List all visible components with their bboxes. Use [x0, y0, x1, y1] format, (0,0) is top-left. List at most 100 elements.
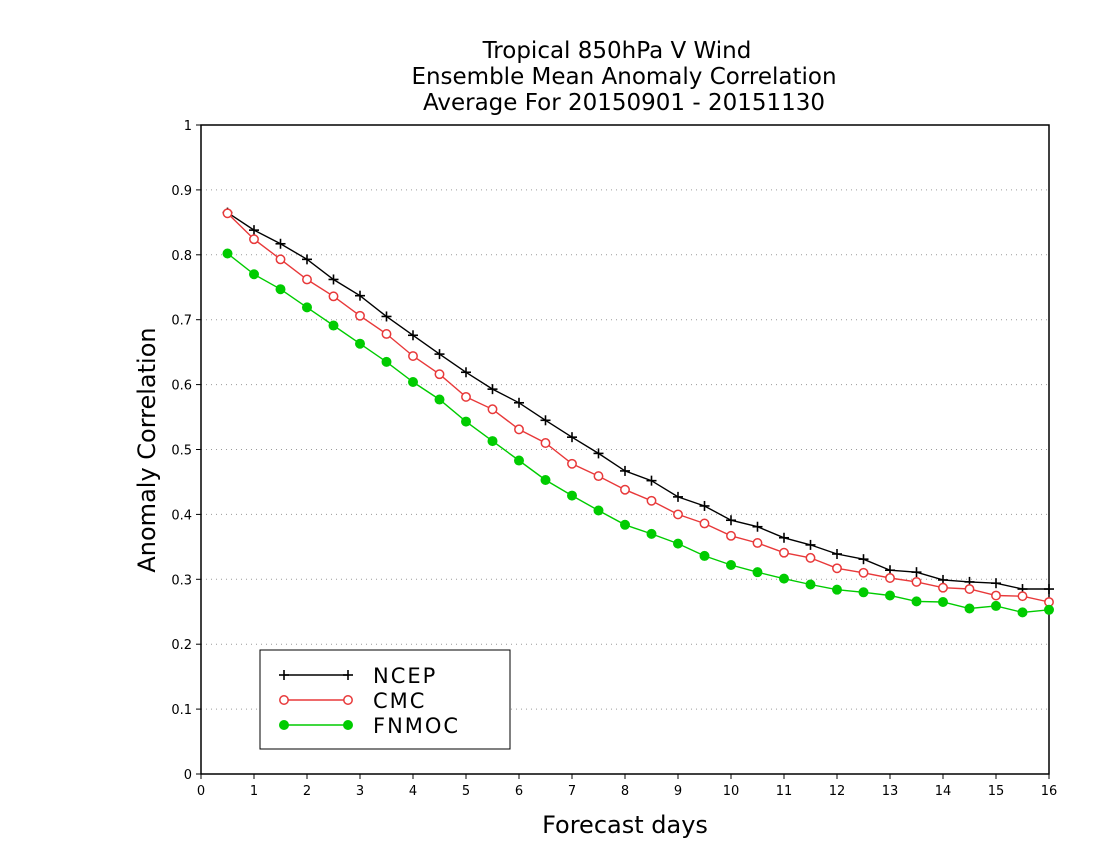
x-tick-label: 12 [829, 784, 846, 799]
data-point-ncep [646, 475, 657, 486]
legend-label-ncep: NCEP [373, 664, 437, 688]
legend-marker-ncep [343, 670, 353, 680]
data-point-ncep [1044, 584, 1054, 595]
y-tick-label: 0.6 [171, 379, 192, 394]
y-tick-label: 0.2 [171, 638, 192, 653]
data-point-cmc [964, 584, 975, 594]
data-point-ncep [487, 384, 498, 395]
data-point-ncep [567, 432, 577, 443]
data-point-cmc [540, 438, 551, 448]
data-point-ncep [328, 274, 339, 285]
data-point-fnmoc [593, 505, 604, 516]
series-line-fnmoc [227, 252, 1050, 614]
data-point-fnmoc [1017, 607, 1028, 618]
data-point-cmc [487, 404, 498, 415]
x-tick-label: 7 [568, 784, 576, 799]
chart-title: Tropical 850hPa V Wind Ensemble Mean Ano… [411, 38, 836, 116]
y-tick-label: 1 [184, 119, 192, 134]
data-point-fnmoc [355, 338, 365, 349]
y-tick-label: 0.9 [171, 184, 192, 199]
data-point-cmc [461, 391, 471, 402]
data-point-fnmoc [832, 584, 842, 595]
legend-label-fnmoc: FNMOC [373, 714, 460, 738]
data-point-cmc [832, 563, 842, 574]
data-point-ncep [673, 491, 683, 502]
data-point-fnmoc [779, 573, 789, 584]
data-point-cmc [302, 274, 312, 285]
data-point-fnmoc [328, 320, 339, 331]
x-tick-label: 2 [303, 784, 311, 799]
series-line-ncep [227, 212, 1049, 590]
x-tick-label: 14 [935, 784, 952, 799]
legend-swatch-cmc [279, 695, 353, 705]
data-point-fnmoc [673, 538, 683, 549]
x-tick-label: 3 [356, 784, 364, 799]
legend-marker-cmc [343, 695, 353, 705]
data-point-ncep [381, 311, 392, 322]
data-point-ncep [249, 225, 259, 236]
data-point-ncep [355, 290, 365, 301]
data-point-cmc [673, 509, 683, 520]
legend-items [279, 670, 353, 730]
data-point-fnmoc [567, 490, 577, 501]
y-tick-label: 0 [184, 768, 192, 783]
data-point-cmc [885, 573, 895, 583]
legend-label-cmc: CMC [373, 689, 426, 713]
gridlines [201, 189, 1049, 710]
data-point-fnmoc [699, 550, 710, 561]
data-point-ncep [275, 238, 286, 249]
y-tick-label: 0.8 [171, 249, 192, 264]
data-point-fnmoc [805, 579, 816, 590]
data-point-fnmoc [646, 528, 657, 539]
data-point-fnmoc [434, 394, 445, 405]
series-layer [222, 207, 1054, 618]
data-point-ncep [858, 554, 869, 565]
data-point-fnmoc [752, 567, 763, 578]
series-fnmoc [222, 248, 1054, 618]
chart-title-line-2: Ensemble Mean Anomaly Correlation [411, 64, 836, 90]
data-point-ncep [699, 500, 710, 511]
data-point-ncep [911, 567, 922, 578]
data-point-ncep [593, 448, 604, 459]
data-point-cmc [805, 552, 816, 563]
data-point-cmc [1017, 591, 1028, 602]
data-point-fnmoc [858, 587, 869, 598]
chart-title-line-1: Tropical 850hPa V Wind [482, 38, 752, 64]
data-point-cmc [249, 234, 259, 245]
data-point-ncep [752, 521, 763, 532]
x-axis-label: Forecast days [542, 811, 708, 839]
x-tick-label: 15 [988, 784, 1005, 799]
series-line-cmc [227, 212, 1050, 603]
data-point-ncep [832, 548, 842, 559]
y-tick-label: 0.3 [171, 573, 192, 588]
legend: NCEP CMC FNMOC [259, 649, 511, 750]
data-point-ncep [726, 515, 736, 526]
data-point-cmc [514, 424, 524, 435]
data-point-fnmoc [408, 377, 418, 388]
data-point-ncep [805, 539, 816, 550]
data-point-ncep [620, 465, 630, 476]
data-point-fnmoc [487, 436, 498, 447]
data-point-fnmoc [540, 475, 551, 486]
data-point-cmc [222, 208, 233, 219]
data-point-cmc [567, 458, 577, 469]
data-point-fnmoc [911, 596, 922, 607]
data-point-cmc [381, 329, 392, 339]
y-tick-label: 0.1 [171, 703, 192, 718]
data-point-fnmoc [514, 455, 524, 466]
data-point-fnmoc [461, 416, 471, 427]
legend-marker-ncep [279, 670, 289, 680]
data-point-ncep [540, 415, 551, 426]
data-point-cmc [726, 530, 736, 541]
legend-swatch-fnmoc [279, 720, 353, 730]
data-point-ncep [461, 367, 471, 378]
legend-marker-fnmoc [343, 720, 353, 730]
x-tick-label: 13 [882, 784, 899, 799]
data-point-cmc [911, 576, 922, 587]
data-point-fnmoc [991, 600, 1001, 611]
y-tick-label: 0.4 [171, 508, 192, 523]
data-point-ncep [302, 254, 312, 265]
data-point-fnmoc [726, 560, 736, 571]
chart-title-line-3: Average For 20150901 - 20151130 [423, 90, 825, 116]
